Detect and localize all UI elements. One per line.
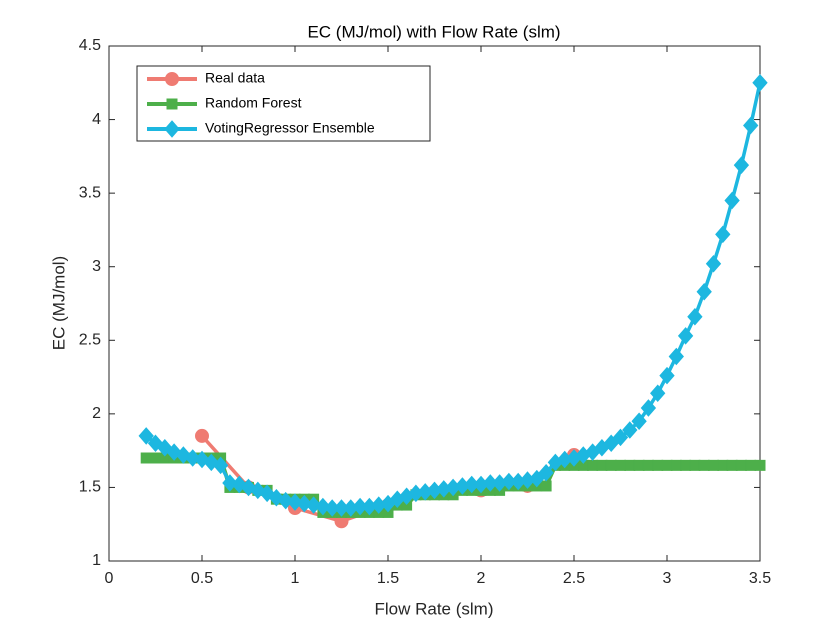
data-point: [605, 459, 617, 471]
y-tick-label: 4.5: [79, 37, 101, 54]
x-tick-label: 0.5: [191, 570, 213, 587]
data-point: [677, 327, 694, 345]
x-axis-label: Flow Rate (slm): [374, 599, 493, 618]
data-point: [705, 255, 722, 273]
data-point: [724, 191, 740, 210]
data-point: [540, 480, 552, 492]
legend-marker: [165, 72, 179, 86]
data-point: [140, 452, 152, 464]
legend-label: Real data: [205, 70, 265, 86]
data-point: [659, 366, 675, 385]
data-point: [668, 347, 684, 366]
data-point: [150, 452, 161, 464]
legend: Real data Random Forest VotingRegressor En…: [136, 65, 431, 142]
y-axis-label: EC (MJ/mol): [49, 256, 68, 350]
x-tick-label: 0: [105, 570, 114, 587]
x-tick-label: 1: [291, 570, 300, 587]
data-point: [596, 459, 608, 471]
x-tick-label: 1.5: [377, 570, 399, 587]
y-tick-label: 2.5: [79, 332, 101, 349]
data-point: [754, 459, 766, 471]
data-point: [652, 459, 664, 471]
data-point: [715, 225, 731, 244]
data-point: [222, 474, 238, 492]
chart-title: EC (MJ/mol) with Flow Rate (slm): [307, 22, 560, 41]
data-point: [661, 459, 673, 471]
legend-marker: [166, 98, 178, 110]
y-tick-label: 1: [92, 552, 101, 569]
x-tick-label: 3.5: [749, 570, 771, 587]
data-point: [624, 459, 636, 471]
data-point: [726, 459, 738, 471]
data-point: [185, 449, 201, 467]
legend-label: Random Forest: [205, 95, 302, 111]
x-tick-label: 3: [663, 570, 672, 587]
legend-marker: [164, 120, 180, 138]
data-point: [296, 494, 312, 513]
data-point: [687, 307, 703, 326]
data-point: [633, 459, 645, 471]
data-point: [587, 459, 599, 471]
data-point: [708, 459, 719, 471]
data-point: [138, 427, 154, 445]
data-point: [670, 459, 682, 471]
data-point: [612, 428, 629, 447]
data-point: [615, 459, 626, 471]
data-point: [689, 459, 701, 471]
data-point: [735, 459, 747, 471]
y-tick-label: 2: [92, 405, 101, 422]
data-point: [743, 116, 759, 135]
data-point: [195, 428, 209, 443]
data-point: [642, 459, 654, 471]
y-tick-label: 3.5: [79, 184, 101, 201]
y-tick-label: 3: [92, 258, 101, 275]
data-point: [696, 282, 712, 301]
data-point: [538, 463, 554, 482]
data-point: [305, 496, 322, 514]
x-tick-label: 2: [477, 570, 486, 587]
data-point: [631, 412, 647, 430]
data-point: [315, 497, 331, 516]
data-point: [733, 156, 750, 174]
data-point: [680, 459, 692, 471]
y-tick-label: 1.5: [79, 479, 101, 496]
legend-label: VotingRegressor Ensemble: [205, 120, 375, 136]
data-point: [640, 399, 657, 417]
data-point: [752, 74, 768, 92]
data-point: [278, 491, 294, 510]
data-point: [622, 421, 638, 439]
x-tick-label: 2.5: [563, 570, 585, 587]
data-point: [745, 459, 757, 471]
data-point: [212, 456, 229, 475]
data-point: [650, 384, 666, 403]
data-point: [287, 493, 303, 511]
data-point: [717, 459, 729, 471]
data-point: [698, 459, 710, 471]
y-tick-label: 4: [92, 111, 101, 128]
